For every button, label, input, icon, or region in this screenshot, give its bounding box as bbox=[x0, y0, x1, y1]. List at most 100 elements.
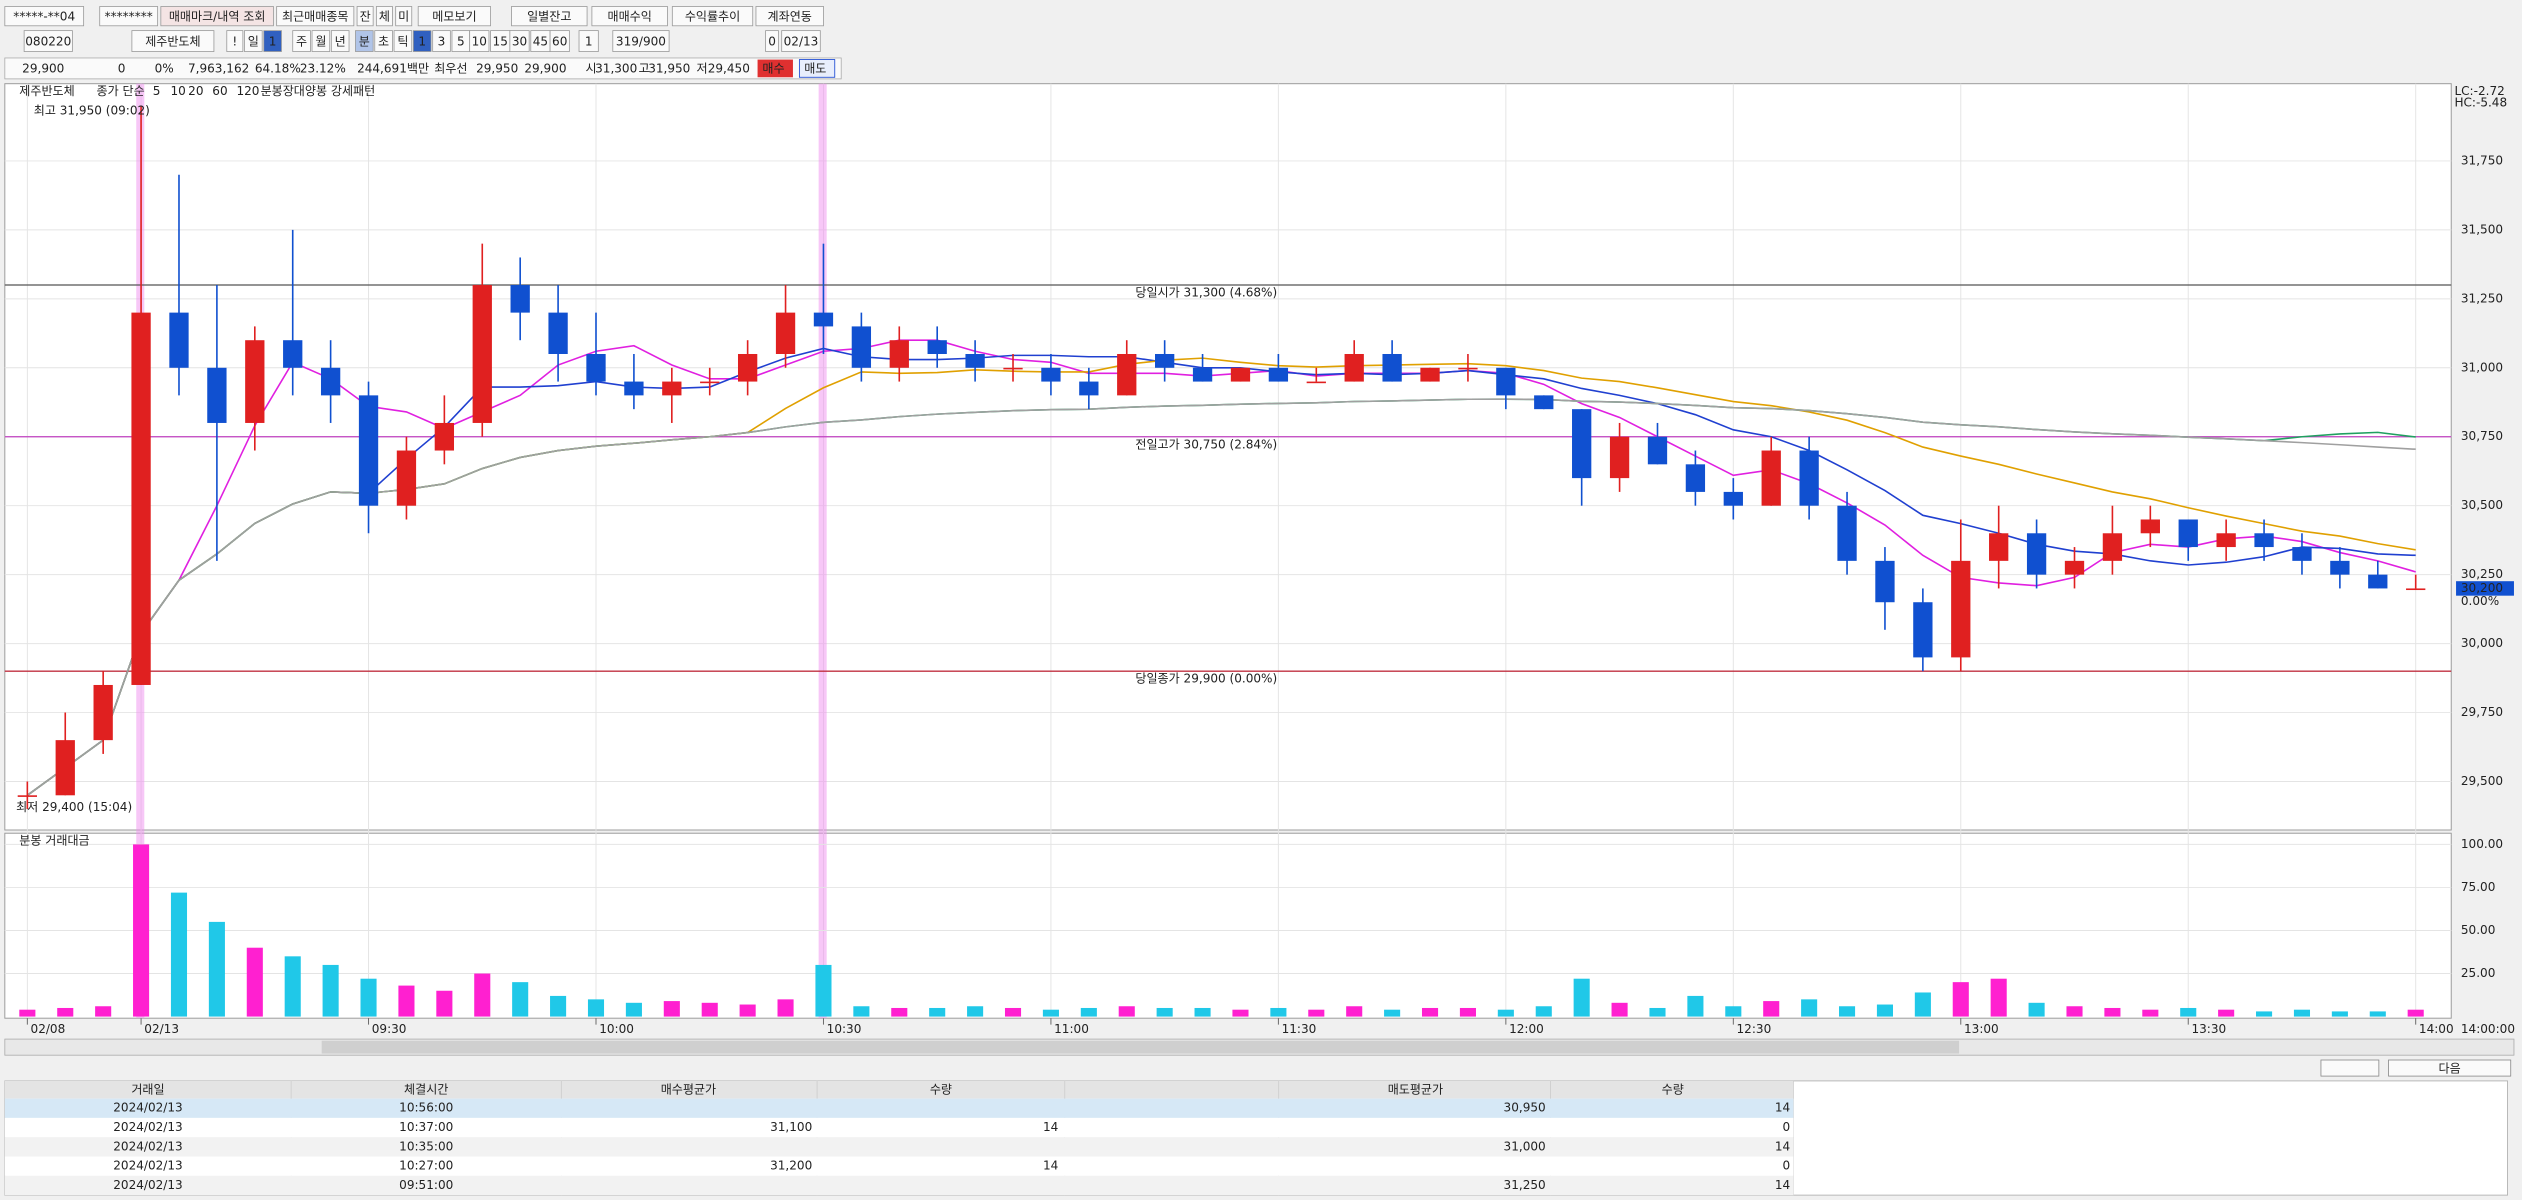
toolbar-button[interactable] bbox=[131, 30, 215, 52]
toolbar-label: 초 bbox=[378, 34, 389, 48]
volume-bar bbox=[1687, 995, 1704, 1017]
toolbar-button[interactable] bbox=[393, 30, 413, 52]
moving-average bbox=[26, 347, 2416, 796]
toolbar-button[interactable] bbox=[226, 30, 244, 52]
table-row[interactable] bbox=[4, 1117, 1794, 1138]
candle-body bbox=[472, 285, 492, 423]
x-tick-label: 12:30 bbox=[1737, 1022, 1772, 1036]
toolbar-button[interactable] bbox=[395, 6, 413, 27]
toolbar-button[interactable] bbox=[432, 30, 451, 52]
toolbar-label: 1 bbox=[418, 34, 426, 48]
prev-button[interactable] bbox=[2320, 1059, 2380, 1077]
volume-bar bbox=[284, 956, 301, 1017]
toolbar-button[interactable] bbox=[311, 30, 331, 52]
toolbar-button[interactable] bbox=[412, 30, 432, 52]
toolbar-label: 080220 bbox=[25, 34, 71, 48]
candle-body bbox=[965, 353, 985, 368]
volume-bar bbox=[1990, 978, 2007, 1017]
candle-body bbox=[1723, 491, 1743, 506]
candle-body bbox=[1837, 505, 1857, 561]
sell-button[interactable] bbox=[798, 59, 836, 78]
volume-bar bbox=[1004, 1007, 1022, 1017]
toolbar-label: *****-**04 bbox=[13, 9, 75, 23]
volume-bar bbox=[2369, 1011, 2386, 1017]
table-header-cell: 수량 bbox=[930, 1082, 952, 1096]
toolbar-button[interactable] bbox=[509, 30, 530, 52]
table-row[interactable] bbox=[4, 1137, 1794, 1157]
candle-body bbox=[55, 740, 75, 796]
toolbar-button[interactable] bbox=[355, 30, 374, 52]
toolbar-button[interactable] bbox=[417, 6, 491, 27]
toolbar-button[interactable] bbox=[578, 30, 599, 52]
buy-button[interactable] bbox=[757, 59, 793, 78]
toolbar-button[interactable] bbox=[330, 30, 350, 52]
candle-body bbox=[775, 312, 796, 354]
toolbar-button[interactable] bbox=[276, 6, 355, 27]
next-button[interactable] bbox=[2388, 1059, 2512, 1077]
scroll-thumb[interactable] bbox=[321, 1040, 1960, 1054]
table-header-cell: 매도평균가 bbox=[1388, 1082, 1443, 1096]
x-tick-label: 02/13 bbox=[144, 1022, 179, 1036]
quote-field: 고 bbox=[639, 62, 650, 76]
toolbar-button[interactable] bbox=[549, 30, 570, 52]
x-tick-label: 02/08 bbox=[31, 1022, 66, 1036]
toolbar-button[interactable] bbox=[4, 6, 85, 27]
toolbar-button[interactable] bbox=[469, 30, 490, 52]
toolbar-button[interactable] bbox=[671, 6, 754, 27]
toolbar-button[interactable] bbox=[765, 30, 779, 52]
y-tick-label: 30,500 bbox=[2461, 498, 2503, 512]
volume-tick-label: 25.00 bbox=[2461, 966, 2496, 980]
toolbar-button[interactable] bbox=[160, 6, 274, 27]
volume-bar bbox=[1459, 1007, 1476, 1017]
volume-bar bbox=[967, 1006, 984, 1017]
toolbar-button[interactable] bbox=[781, 30, 821, 52]
y-tick-label: 30,750 bbox=[2461, 429, 2503, 443]
volume-tick-label: 100.00 bbox=[2461, 837, 2503, 851]
toolbar-button[interactable] bbox=[612, 30, 670, 52]
toolbar-label: 주 bbox=[296, 34, 307, 48]
volume-tick-label: 50.00 bbox=[2461, 923, 2496, 937]
toolbar-button[interactable] bbox=[99, 6, 159, 27]
toolbar-label: 02/13 bbox=[784, 34, 819, 48]
volume-bar bbox=[398, 985, 415, 1017]
lc-label: LC:-2.72 bbox=[2454, 84, 2504, 98]
toolbar-button[interactable] bbox=[244, 30, 263, 52]
y-tick-label: 29,750 bbox=[2461, 705, 2503, 719]
y-tick-label: 31,250 bbox=[2461, 291, 2503, 305]
table-row[interactable] bbox=[4, 1156, 1794, 1176]
candle-body bbox=[1761, 450, 1781, 506]
volume-bar bbox=[2066, 1006, 2083, 1017]
toolbar-button[interactable] bbox=[375, 6, 393, 27]
table-row[interactable] bbox=[4, 1175, 1794, 1196]
toolbar-button[interactable] bbox=[292, 30, 311, 52]
toolbar-label: 미 bbox=[398, 9, 409, 23]
hc-label: HC:-5.48 bbox=[2454, 95, 2507, 109]
candle-body bbox=[169, 312, 189, 368]
quote-field: 31,950 bbox=[648, 62, 690, 76]
volume-bar bbox=[663, 1001, 680, 1017]
volume-bar bbox=[550, 995, 567, 1017]
candle-body bbox=[1117, 353, 1137, 396]
volume-bar bbox=[133, 844, 150, 1017]
quote-field: 0% bbox=[155, 62, 174, 76]
toolbar-button[interactable] bbox=[374, 30, 393, 52]
table-cell: 31,000 bbox=[1504, 1139, 1546, 1153]
toolbar-button[interactable] bbox=[356, 6, 374, 27]
x-tick-label: 09:30 bbox=[372, 1022, 407, 1036]
toolbar-label: 매매수익 bbox=[608, 9, 652, 23]
toolbar-button[interactable] bbox=[23, 30, 73, 52]
candle-body bbox=[2368, 574, 2388, 589]
toolbar-button[interactable] bbox=[591, 6, 668, 27]
table-row[interactable] bbox=[4, 1098, 1794, 1118]
last-price-tag bbox=[2456, 581, 2514, 596]
toolbar-button[interactable] bbox=[511, 6, 588, 27]
table-cell: 10:35:00 bbox=[399, 1139, 453, 1153]
toolbar-label: 잔 bbox=[360, 9, 371, 23]
toolbar-label: 60 bbox=[552, 34, 567, 48]
toolbar-button[interactable] bbox=[755, 6, 824, 27]
toolbar-button[interactable] bbox=[263, 30, 282, 52]
y-tick-label: 30,250 bbox=[2461, 567, 2503, 581]
toolbar-label: 1 bbox=[585, 34, 593, 48]
quote-field: 최우선 bbox=[434, 62, 467, 76]
volume-bar bbox=[2028, 1002, 2045, 1017]
